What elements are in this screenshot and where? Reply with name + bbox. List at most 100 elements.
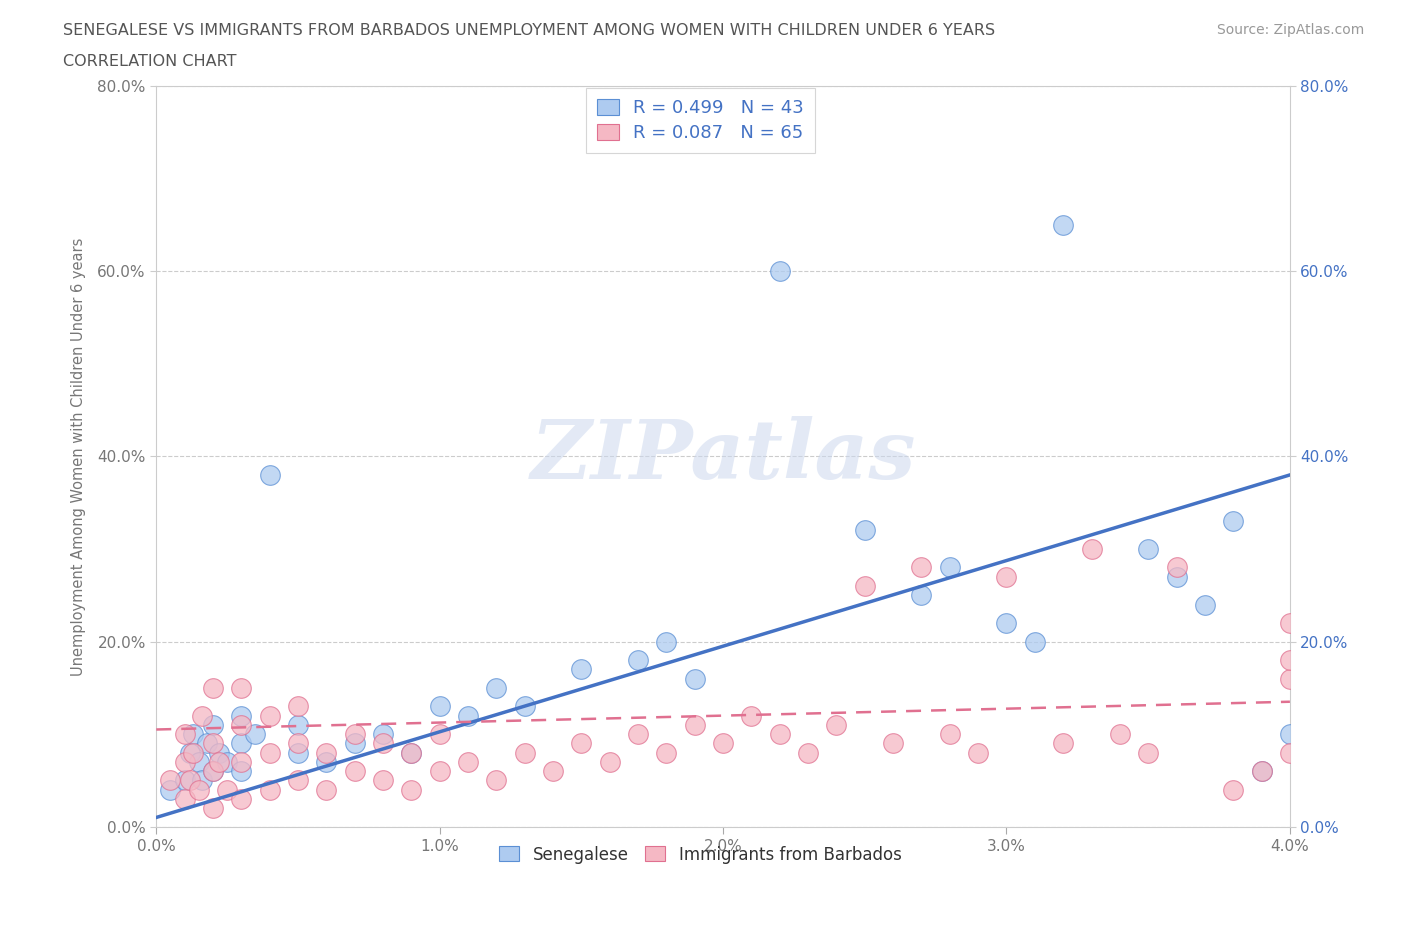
Point xyxy=(910,588,932,603)
Point xyxy=(939,726,962,741)
Point xyxy=(259,708,281,723)
Point xyxy=(429,726,451,741)
Point xyxy=(259,782,281,797)
Point xyxy=(190,773,212,788)
Point xyxy=(401,782,423,797)
Point xyxy=(1278,726,1301,741)
Point xyxy=(217,782,239,797)
Point xyxy=(173,773,195,788)
Point xyxy=(882,736,904,751)
Point xyxy=(201,736,224,751)
Point xyxy=(173,791,195,806)
Point xyxy=(627,653,650,668)
Point xyxy=(1052,218,1074,232)
Point xyxy=(371,726,394,741)
Point xyxy=(1024,634,1046,649)
Point xyxy=(1166,569,1188,584)
Point xyxy=(429,699,451,714)
Point xyxy=(797,745,820,760)
Point xyxy=(343,736,366,751)
Point xyxy=(1052,736,1074,751)
Point xyxy=(1137,745,1160,760)
Point xyxy=(571,662,593,677)
Point xyxy=(343,764,366,778)
Point xyxy=(201,764,224,778)
Point xyxy=(201,717,224,732)
Point xyxy=(201,681,224,696)
Point xyxy=(401,745,423,760)
Point xyxy=(179,773,201,788)
Point xyxy=(655,745,678,760)
Point xyxy=(429,764,451,778)
Point xyxy=(683,717,706,732)
Point xyxy=(910,560,932,575)
Point xyxy=(371,736,394,751)
Point xyxy=(217,754,239,769)
Point xyxy=(457,708,479,723)
Point xyxy=(287,745,309,760)
Point xyxy=(201,801,224,816)
Point xyxy=(1080,541,1102,556)
Point xyxy=(159,782,181,797)
Point xyxy=(485,773,508,788)
Point xyxy=(315,754,337,769)
Point xyxy=(1278,653,1301,668)
Point xyxy=(181,726,204,741)
Point xyxy=(1278,671,1301,686)
Point xyxy=(287,717,309,732)
Point xyxy=(259,745,281,760)
Point xyxy=(711,736,734,751)
Point xyxy=(231,681,253,696)
Point xyxy=(853,578,876,593)
Text: CORRELATION CHART: CORRELATION CHART xyxy=(63,54,236,69)
Point xyxy=(287,773,309,788)
Point xyxy=(825,717,848,732)
Point xyxy=(541,764,564,778)
Point xyxy=(995,569,1018,584)
Point xyxy=(159,773,181,788)
Point xyxy=(207,745,229,760)
Point xyxy=(173,754,195,769)
Point xyxy=(401,745,423,760)
Point xyxy=(599,754,621,769)
Y-axis label: Unemployment Among Women with Children Under 6 years: Unemployment Among Women with Children U… xyxy=(72,237,86,675)
Point xyxy=(195,736,218,751)
Point xyxy=(740,708,762,723)
Point xyxy=(315,782,337,797)
Point xyxy=(683,671,706,686)
Point xyxy=(1278,616,1301,631)
Point xyxy=(231,764,253,778)
Point xyxy=(571,736,593,751)
Point xyxy=(231,736,253,751)
Point xyxy=(231,717,253,732)
Point xyxy=(315,745,337,760)
Point xyxy=(485,681,508,696)
Point xyxy=(343,726,366,741)
Point xyxy=(769,726,792,741)
Point xyxy=(655,634,678,649)
Point xyxy=(1194,597,1216,612)
Text: SENEGALESE VS IMMIGRANTS FROM BARBADOS UNEMPLOYMENT AMONG WOMEN WITH CHILDREN UN: SENEGALESE VS IMMIGRANTS FROM BARBADOS U… xyxy=(63,23,995,38)
Point xyxy=(1278,745,1301,760)
Point xyxy=(853,523,876,538)
Point xyxy=(231,791,253,806)
Point xyxy=(1137,541,1160,556)
Text: ZIPatlas: ZIPatlas xyxy=(530,417,915,497)
Point xyxy=(967,745,990,760)
Point xyxy=(1108,726,1130,741)
Point xyxy=(287,736,309,751)
Point xyxy=(287,699,309,714)
Point xyxy=(187,782,209,797)
Point xyxy=(457,754,479,769)
Point xyxy=(513,745,536,760)
Point xyxy=(1166,560,1188,575)
Point xyxy=(995,616,1018,631)
Point xyxy=(231,754,253,769)
Point xyxy=(179,745,201,760)
Point xyxy=(181,745,204,760)
Point xyxy=(371,773,394,788)
Point xyxy=(245,726,267,741)
Point xyxy=(187,754,209,769)
Text: Source: ZipAtlas.com: Source: ZipAtlas.com xyxy=(1216,23,1364,37)
Point xyxy=(173,726,195,741)
